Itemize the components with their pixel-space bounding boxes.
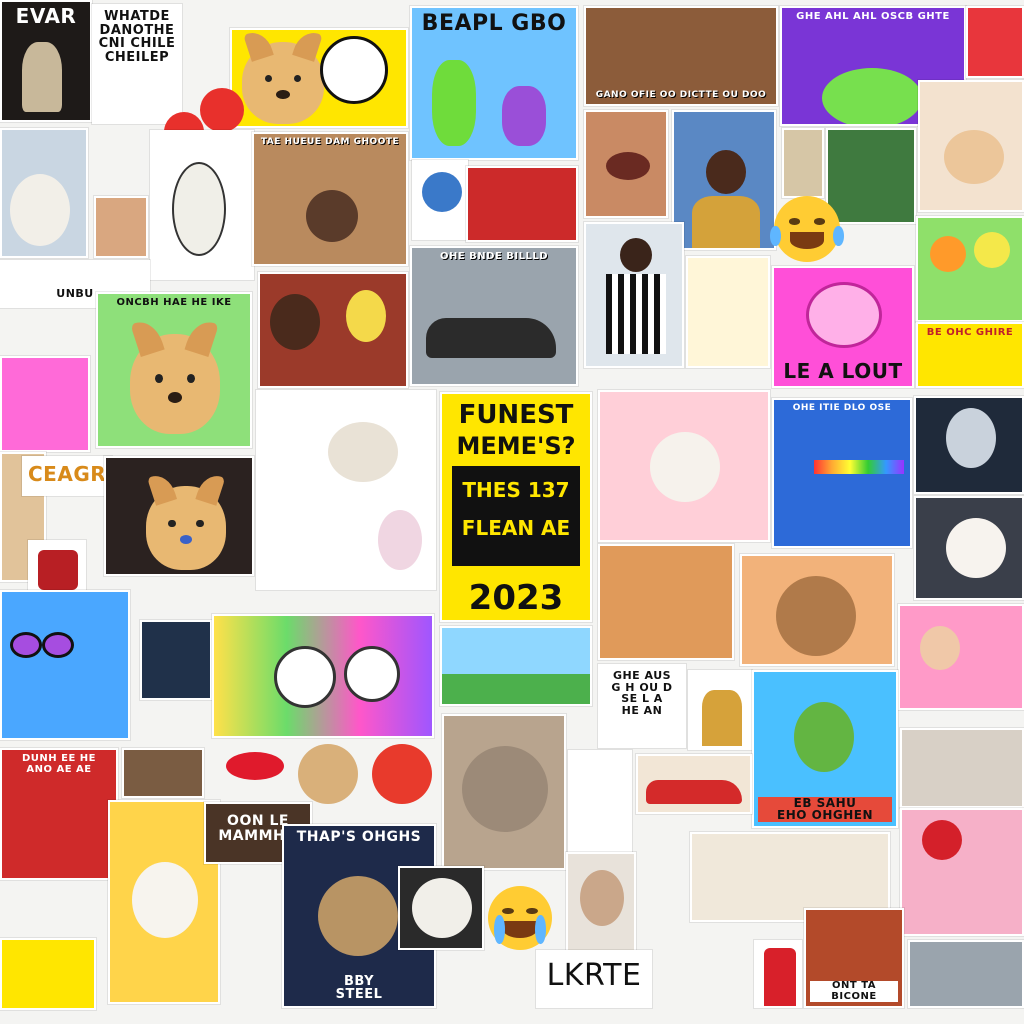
meme-tile-title-orange: CEAGR: [22, 456, 112, 496]
meme-caption: ONT TA BICONE: [810, 980, 898, 1002]
meme-caption: OON LE MAMMHO: [218, 813, 298, 844]
meme-tile-doge-yellow: [230, 28, 408, 128]
meme-tile-plaza: [900, 728, 1024, 808]
meme-tile-puppy: [914, 496, 1024, 600]
meme-tile-cat-window: [0, 128, 88, 258]
meme-tile-cartoon-fight: [916, 216, 1024, 322]
poster-title-line2: MEME'S?: [456, 432, 576, 460]
meme-tile-sketch: [686, 256, 770, 368]
poster-year: 2023: [468, 578, 564, 618]
meme-tile-dark-skeleton: EVAR: [0, 0, 92, 122]
meme-caption: UNBU: [56, 287, 94, 300]
sticker-red-sun: [372, 744, 432, 804]
meme-caption: CEAGR: [28, 462, 107, 486]
meme-caption: GHE AUS G H OU D SE L A HE AN: [611, 669, 673, 717]
crying-emoji-icon: [488, 886, 552, 950]
meme-tile-fluffy-grumpy: [442, 714, 566, 870]
meme-caption: BBY STEEL: [335, 973, 383, 1003]
meme-tile-small-thumb: [782, 128, 824, 198]
meme-tile-funny-character: EB SAHU EHO OHGHEN: [752, 670, 898, 828]
meme-caption: EVAR: [15, 4, 77, 28]
meme-tile-store-man: TAE HUEUE DAM GHOOTE: [252, 132, 408, 266]
meme-tile-kid: [94, 196, 148, 258]
meme-caption: OHE BNDE BILLLD: [439, 251, 549, 262]
meme-tile-robot-dark: [914, 396, 1024, 494]
meme-tile-gold-figure: [688, 670, 752, 750]
laughing-emoji-icon: [770, 196, 844, 262]
meme-tile-cartoon-faces: [256, 390, 436, 590]
meme-caption: EB SAHU EHO OHGHEN: [758, 796, 892, 822]
meme-caption: BEAPL GBO: [421, 11, 567, 36]
meme-tile-dog-yellow: [108, 800, 220, 1004]
meme-tile-two-men: [258, 272, 408, 388]
meme-tile-golf: [440, 626, 592, 706]
meme-tile-green-character: BEAPL GBO: [410, 6, 578, 160]
sticker-red-face-2: [200, 88, 244, 132]
meme-tile-sports-car: [636, 754, 752, 814]
meme-caption: ONCBH HAE HE IKE: [116, 297, 232, 308]
meme-caption: BE OHC GHIRE: [926, 327, 1014, 338]
meme-tile-lkrte: LKRTE: [536, 950, 652, 1008]
meme-tile-fluffy-cat: [918, 80, 1024, 212]
meme-caption: LE A LOUT: [783, 359, 903, 383]
meme-tile-gold-man: [672, 110, 776, 250]
meme-caption: DUNH EE HE ANO AE AE: [22, 753, 96, 775]
meme-caption: WHATDE DANOTHE CNI CHILE CHEILEP: [98, 9, 176, 65]
meme-tile-purple-frog: GHE AHL AHL OSCB GHTE: [780, 6, 966, 126]
meme-tile-city: [122, 748, 204, 798]
poster-title-line4: FLEAN AE: [461, 516, 571, 540]
meme-tile-text-block: WHATDE DANOTHE CNI CHILE CHEILEP: [92, 4, 182, 124]
meme-tile-caption-dark: ONT TA BICONE: [804, 908, 904, 1008]
meme-tile-rainbow-ship: OHE ITIE DLO OSE: [772, 398, 912, 548]
meme-tile-red-banner: DUNH EE HE ANO AE AE: [0, 748, 118, 880]
meme-tile-white-pup: [398, 866, 484, 950]
meme-tile-grumpy-cat: [740, 554, 894, 666]
meme-tile-cartoon-figure: [150, 130, 254, 280]
meme-tile-car-dark: [140, 620, 212, 700]
meme-tile-old-man: [566, 852, 636, 952]
meme-tile-brown-collage: GANO OFIE OO DICTTE OU DOO: [584, 6, 778, 106]
lips-icon: [226, 752, 284, 780]
meme-tile-colorful-right: [900, 808, 1024, 936]
meme-tile-yellow-text: BE OHC GHIRE: [916, 322, 1024, 388]
meme-tile-glasses: [0, 590, 130, 740]
meme-tile-doge-green: ONCBH HAE HE IKE: [96, 292, 252, 448]
meme-caption: GANO OFIE OO DICTTE OU DOO: [595, 89, 767, 100]
meme-caption: GHE AHL AHL OSCB GHTE: [796, 11, 950, 22]
meme-tile-face-closeup: [584, 110, 668, 218]
meme-tile-pink-monster: LE A LOUT: [772, 266, 914, 388]
meme-tile-bottom-right: [908, 940, 1024, 1008]
meme-caption: TAE HUEUE DAM GHOOTE: [260, 137, 400, 147]
sticker-cat: [298, 744, 358, 804]
meme-tile-yellow-scribble: [0, 938, 96, 1010]
meme-caption: THAP'S OHGHS: [296, 829, 422, 845]
meme-tile-referee: [584, 222, 684, 368]
meme-tile-crowd: [826, 128, 916, 224]
meme-tile-desert: [598, 544, 734, 660]
meme-tile-text-block-2: GHE AUS G H OU D SE L A HE AN: [598, 664, 686, 748]
meme-tile-sticks: [568, 750, 632, 860]
meme-tile-man-face: [898, 604, 1024, 710]
meme-tile-pink-sketch: [0, 356, 90, 452]
meme-tile-red-car: [466, 166, 578, 242]
meme-tile-doge-dark: [104, 456, 254, 576]
poster-title-line1: FUNEST: [458, 400, 574, 430]
meme-caption: OHE ITIE DLO OSE: [792, 403, 892, 413]
center-poster: FUNEST MEME'S? THES 137 FLEAN AE 2023: [440, 392, 592, 622]
meme-tile-robot: [412, 160, 468, 240]
meme-tile-phone-booth: [754, 940, 802, 1008]
meme-tile-white-cat: [598, 390, 770, 542]
meme-tile-camel: [690, 832, 890, 922]
meme-caption: LKRTE: [546, 958, 642, 993]
meme-tile-rainbow-cartoon: [212, 614, 434, 738]
meme-tile-street-car: OHE BNDE BILLLD: [410, 246, 578, 386]
meme-tile-red-corner: [966, 6, 1024, 78]
poster-title-line3: THES 137: [462, 478, 570, 502]
